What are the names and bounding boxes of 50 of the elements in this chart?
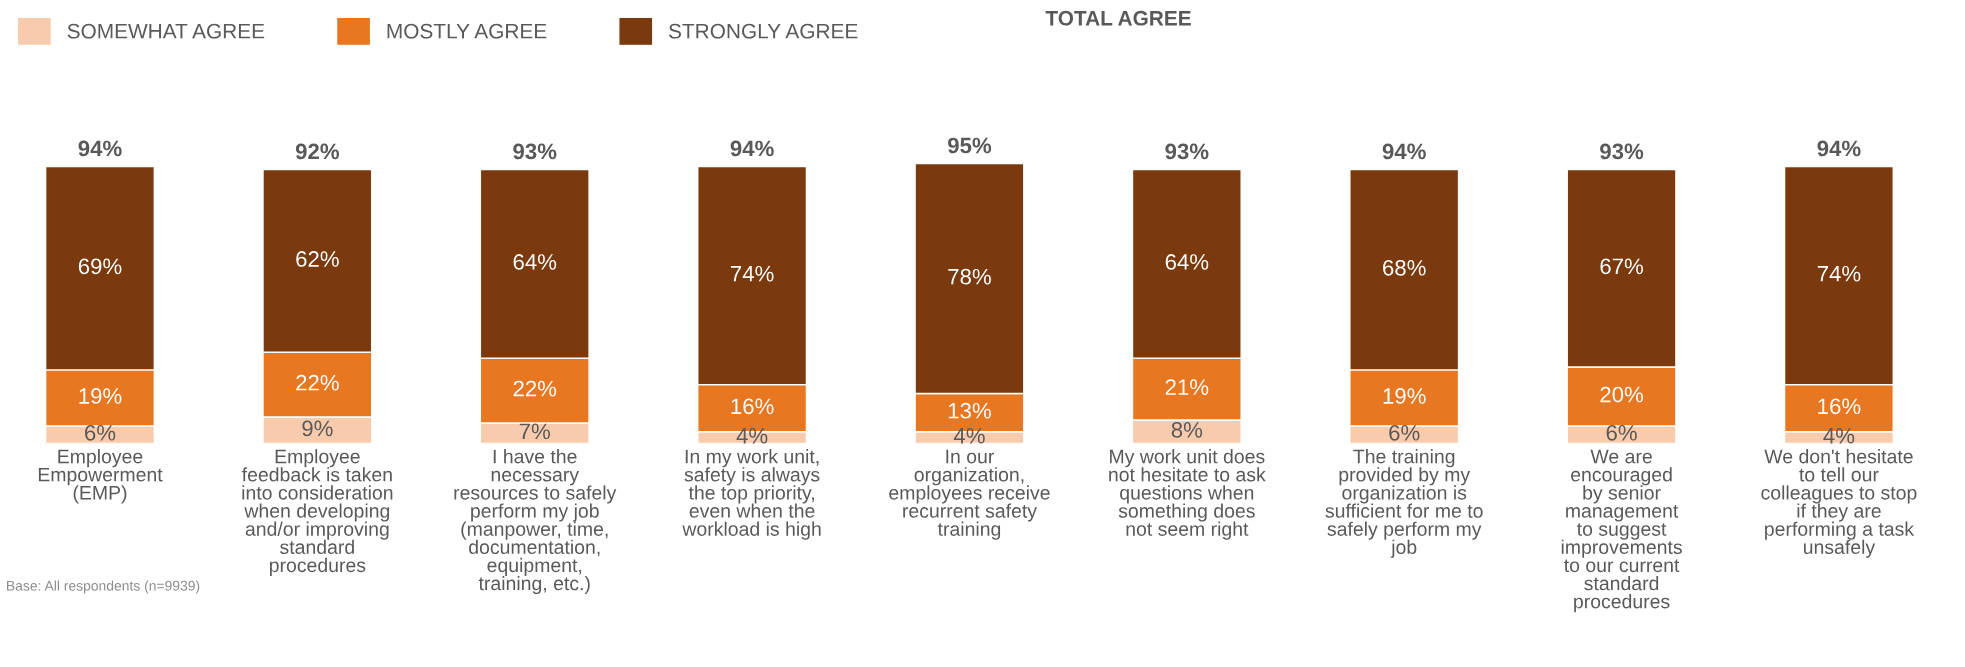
data-label: 6% — [85, 424, 116, 441]
data-label: 16% — [1818, 398, 1861, 415]
x-tick-label: In my work unit, safety is always the top priority, even when the workload is high — [682, 449, 821, 540]
text: TOTAL AGREE — [1045, 10, 1191, 26]
total-label: 94% — [730, 140, 774, 157]
data-label: 7% — [519, 423, 550, 440]
legend-label: MOSTLY AGREE — [387, 23, 547, 39]
data-label: 6% — [1389, 424, 1420, 441]
x-tick-label: Employee feedback is taken into consideration when developing and/or improving standard procedures — [241, 449, 393, 576]
data-label: 4% — [953, 427, 985, 444]
total-label: 94% — [1382, 143, 1426, 160]
data-label: 8% — [1171, 422, 1203, 438]
x-tick-label: The training provided by my organization is sufficient for me to safely perform my job — [1325, 449, 1483, 558]
data-label: 9% — [302, 420, 333, 437]
data-label: 21% — [1165, 379, 1209, 395]
data-label: 78% — [948, 268, 991, 285]
x-tick-label: My work unit does not hesitate to ask questions when something does not seem right — [1109, 449, 1266, 540]
data-label: 4% — [736, 427, 768, 444]
x-tick-label: I have the necessary resources to safely perform my job (manpower, time, documentation, equipment, training, etc.) — [454, 449, 617, 595]
data-label: 6% — [1606, 424, 1637, 441]
legend-label: SOMEWHAT AGREE — [67, 23, 265, 39]
category-label: We are encouraged by senior management to suggest improvements to our current standard procedures — [1561, 449, 1682, 613]
data-label: 20% — [1600, 386, 1644, 403]
data-label: 64% — [513, 254, 557, 270]
x-tick-label: We don't hesitate to tell our colleagues to stop if they are performing a task unsafely — [1761, 449, 1917, 558]
data-label: 19% — [79, 388, 122, 404]
total-label: 92% — [295, 143, 340, 160]
data-label: 64% — [1165, 254, 1209, 270]
data-label: 16% — [731, 398, 774, 415]
data-label: 22% — [513, 380, 557, 397]
x-tick-label: Employee Empowerment (EMP) — [38, 449, 163, 504]
data-label: 74% — [1817, 265, 1861, 282]
data-label: 4% — [1823, 427, 1855, 444]
total-label: 95% — [947, 137, 992, 154]
data-label: 13% — [948, 402, 991, 419]
data-label: 69% — [78, 258, 122, 275]
total-label: 94% — [1817, 140, 1861, 157]
data-label: 22% — [296, 374, 339, 391]
total-label: 93% — [1165, 143, 1209, 160]
total-label: 93% — [513, 143, 557, 160]
legend-label: STRONGLY AGREE — [668, 23, 858, 39]
data-label: 68% — [1383, 259, 1426, 276]
data-label: 19% — [1383, 388, 1426, 404]
data-label: 74% — [730, 265, 774, 282]
data-label: 67% — [1600, 258, 1644, 275]
text: Base: All respondents (n=9939) — [7, 580, 200, 594]
data-label: 62% — [296, 251, 339, 267]
total-label: 94% — [78, 140, 122, 157]
total-label: 93% — [1600, 143, 1644, 160]
x-tick-label: In our organization, employees receive recurrent safety training — [889, 449, 1050, 540]
